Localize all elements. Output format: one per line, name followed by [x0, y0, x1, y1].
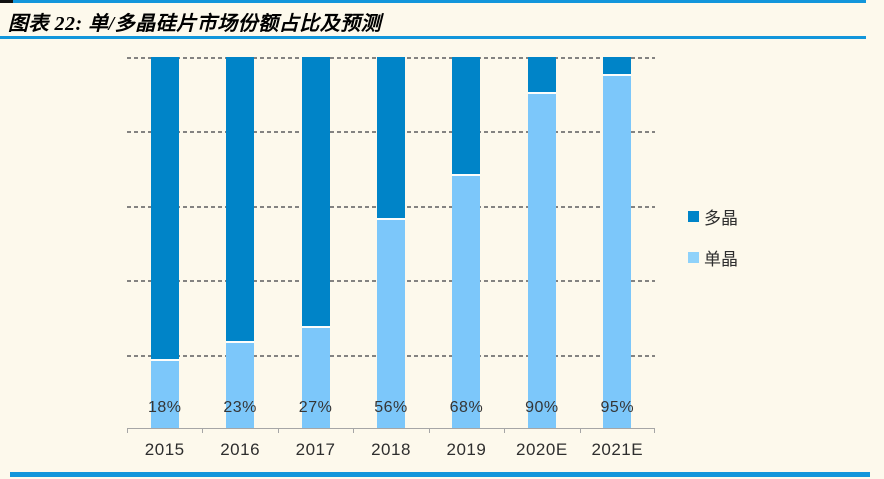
x-axis-tick: [428, 428, 430, 433]
poly-segment: [301, 57, 330, 326]
segment-divider: [603, 73, 632, 76]
x-label-2016: 2016: [220, 440, 261, 459]
x-axis-tick: [127, 428, 128, 433]
mono-segment: [527, 94, 556, 428]
mono-segment: [452, 175, 481, 428]
x-label-2015: 2015: [144, 440, 185, 459]
poly-legend-label: 多晶: [704, 208, 738, 228]
poly-legend-swatch: [688, 210, 699, 222]
x-axis-tick: [504, 428, 506, 433]
mono-segment: [603, 75, 632, 428]
mono-segment: [301, 327, 330, 428]
x-axis-tick: [579, 428, 581, 433]
data-label-2019: 68%: [449, 399, 484, 416]
x-axis-tick: [202, 428, 204, 433]
x-label-2020E: 2020E: [516, 440, 568, 459]
data-label-2015: 18%: [147, 399, 182, 416]
footer-rule: [10, 472, 870, 477]
bar-2015: [150, 57, 179, 428]
mono-segment: [150, 361, 179, 428]
poly-segment: [452, 57, 481, 174]
legend-item-mono: 单晶: [688, 249, 738, 269]
bar-2019: [452, 57, 481, 428]
x-label-2017: 2017: [295, 440, 336, 459]
x-label-2021E: 2021E: [591, 440, 644, 459]
bar-2017: [301, 57, 330, 428]
bar-2016: [226, 57, 255, 428]
segment-divider: [377, 218, 405, 221]
segment-divider: [226, 340, 255, 343]
poly-segment: [150, 57, 179, 360]
segment-divider: [452, 173, 481, 176]
chart-title: 图表 22: 单/多晶硅片市场份额占比及预测: [8, 13, 382, 35]
bar-2020E: [527, 57, 556, 428]
x-axis-tick: [277, 428, 279, 433]
poly-segment: [377, 57, 405, 219]
header-top-rule: [0, 0, 866, 3]
x-axis-tick: [353, 428, 355, 433]
bar-2018: [377, 57, 405, 428]
poly-segment: [226, 57, 255, 341]
mono-legend-label: 单晶: [704, 249, 738, 269]
segment-divider: [301, 325, 330, 328]
data-label-2017: 27%: [298, 399, 333, 416]
mono-segment: [226, 342, 255, 428]
poly-segment: [603, 57, 632, 74]
plot-area: 18% 23% 27% 56% 68% 90% 95%: [127, 57, 655, 433]
poly-segment: [527, 57, 556, 93]
data-label-2021E: 95%: [600, 399, 635, 416]
x-axis-labels: 2015 2016 2017 2018 2019 2020E 2021E: [127, 440, 655, 462]
data-label-2018: 56%: [374, 399, 408, 416]
x-label-2018: 2018: [371, 440, 411, 459]
segment-divider: [527, 92, 556, 95]
title-underline-rule: [0, 36, 866, 39]
mono-segment: [377, 220, 405, 428]
legend-item-poly: 多晶: [688, 208, 738, 228]
data-label-2020E: 90%: [525, 399, 559, 416]
x-axis-tick: [654, 428, 655, 433]
chart-legend: 多晶 单晶: [688, 208, 738, 290]
data-label-2016: 23%: [223, 399, 257, 416]
bar-2021E: [603, 57, 632, 428]
x-label-2019: 2019: [446, 440, 487, 459]
header-top-rule-cap: [0, 0, 13, 3]
mono-legend-swatch: [688, 251, 699, 263]
segment-divider: [150, 359, 179, 362]
